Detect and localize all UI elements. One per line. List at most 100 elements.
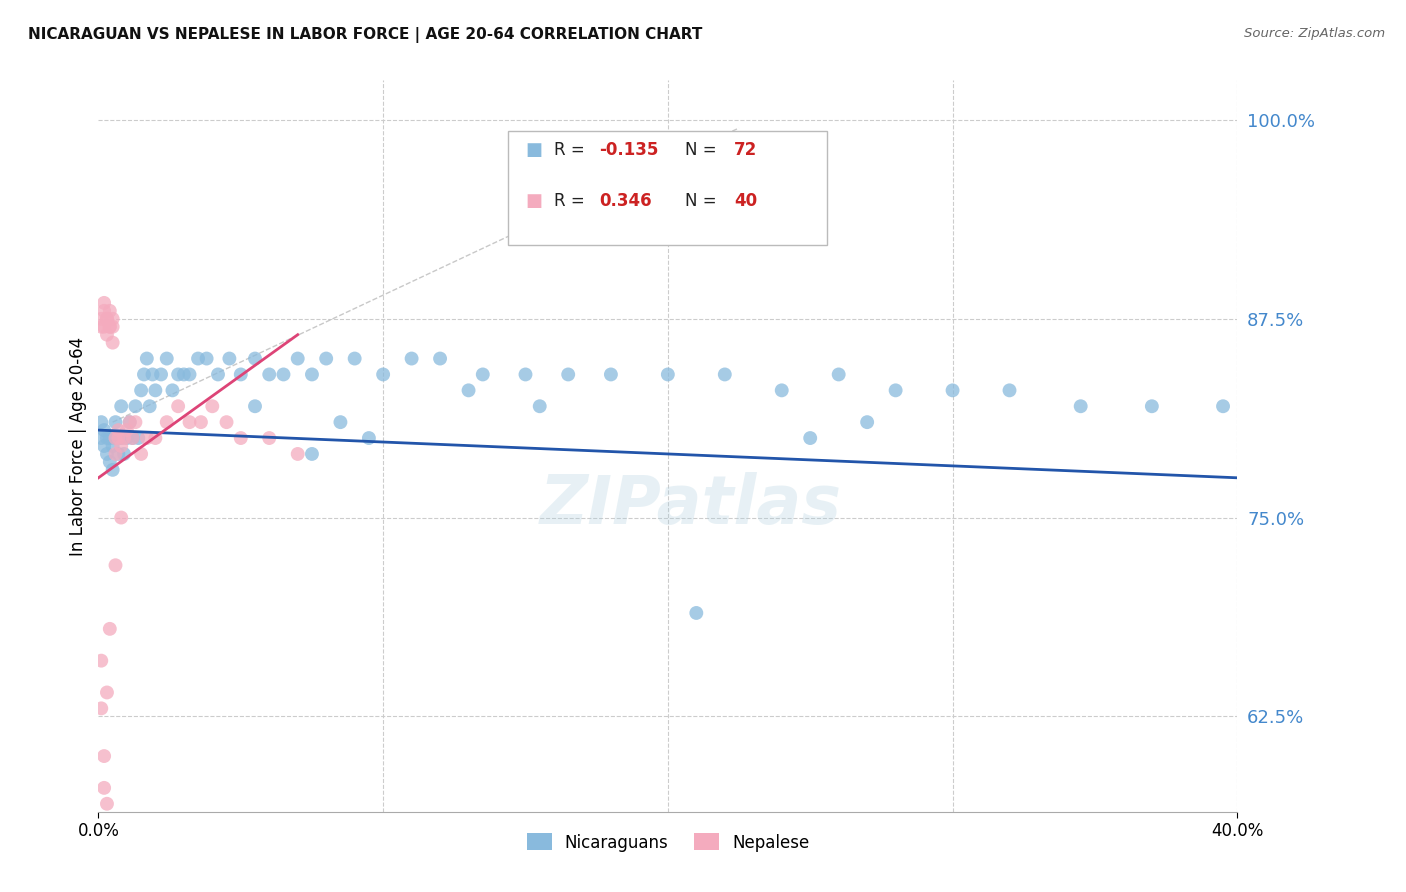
Point — [101, 311, 124, 326]
Point — [90, 701, 112, 715]
Point — [657, 368, 679, 382]
Point — [714, 368, 737, 382]
Text: NICARAGUAN VS NEPALESE IN LABOR FORCE | AGE 20-64 CORRELATION CHART: NICARAGUAN VS NEPALESE IN LABOR FORCE | … — [28, 27, 703, 43]
Point — [96, 311, 118, 326]
Point — [229, 431, 252, 445]
Text: 0.346: 0.346 — [599, 192, 652, 210]
Point — [112, 431, 135, 445]
Point — [373, 368, 395, 382]
Point — [93, 423, 115, 437]
Point — [90, 319, 112, 334]
Text: N =: N = — [685, 192, 721, 210]
Point — [129, 447, 152, 461]
Point — [90, 311, 112, 326]
Point — [115, 431, 138, 445]
Text: R =: R = — [554, 141, 591, 159]
Point — [93, 319, 115, 334]
Point — [162, 384, 184, 398]
Point — [104, 415, 127, 429]
Point — [685, 606, 707, 620]
Point — [107, 423, 129, 437]
Point — [96, 447, 118, 461]
Point — [132, 368, 155, 382]
Point — [121, 431, 143, 445]
Point — [173, 368, 195, 382]
Point — [138, 399, 160, 413]
Point — [229, 368, 252, 382]
Point — [115, 423, 138, 437]
Point — [104, 558, 127, 573]
Point — [259, 368, 281, 382]
Point — [104, 431, 127, 445]
Text: R =: R = — [554, 192, 591, 210]
Point — [273, 368, 295, 382]
Point — [98, 455, 121, 469]
Point — [98, 319, 121, 334]
Point — [179, 415, 201, 429]
Point — [215, 415, 238, 429]
Point — [515, 368, 537, 382]
Point — [167, 399, 190, 413]
Point — [118, 415, 141, 429]
Point — [243, 399, 266, 413]
Point — [287, 351, 309, 366]
Point — [90, 654, 112, 668]
Point — [471, 368, 494, 382]
Point — [112, 447, 135, 461]
Text: N =: N = — [685, 141, 721, 159]
Point — [96, 431, 118, 445]
Point — [104, 447, 127, 461]
Point — [135, 431, 157, 445]
Text: 72: 72 — [734, 141, 758, 159]
Point — [98, 431, 121, 445]
Point — [207, 368, 229, 382]
Point — [124, 399, 146, 413]
Point — [585, 209, 607, 223]
Point — [98, 303, 121, 318]
Point — [770, 384, 793, 398]
Point — [101, 319, 124, 334]
Point — [93, 749, 115, 764]
Point — [799, 431, 821, 445]
Point — [259, 431, 281, 445]
Point — [243, 351, 266, 366]
Point — [98, 622, 121, 636]
Point — [828, 368, 851, 382]
Point — [156, 415, 179, 429]
Point — [315, 351, 337, 366]
Point — [110, 399, 132, 413]
Point — [93, 303, 115, 318]
Point — [600, 368, 623, 382]
Text: ■: ■ — [526, 141, 543, 159]
Point — [457, 384, 479, 398]
Point — [145, 384, 167, 398]
Point — [110, 431, 132, 445]
Point — [145, 431, 167, 445]
Point — [129, 384, 152, 398]
Point — [156, 351, 179, 366]
Point — [557, 368, 579, 382]
Point — [329, 415, 352, 429]
Point — [401, 351, 423, 366]
Point — [121, 431, 143, 445]
Point — [218, 351, 240, 366]
Point — [942, 384, 965, 398]
Point — [110, 510, 132, 524]
Point — [179, 368, 201, 382]
Point — [104, 431, 127, 445]
Point — [884, 384, 907, 398]
Point — [357, 431, 380, 445]
Point — [856, 415, 879, 429]
Point — [93, 780, 115, 795]
Point — [190, 415, 212, 429]
Point — [429, 351, 451, 366]
Point — [101, 439, 124, 453]
Text: ■: ■ — [526, 192, 543, 210]
Point — [96, 327, 118, 342]
Point — [93, 296, 115, 310]
Point — [124, 415, 146, 429]
Point — [98, 319, 121, 334]
Point — [107, 447, 129, 461]
Point — [301, 368, 323, 382]
Point — [96, 311, 118, 326]
